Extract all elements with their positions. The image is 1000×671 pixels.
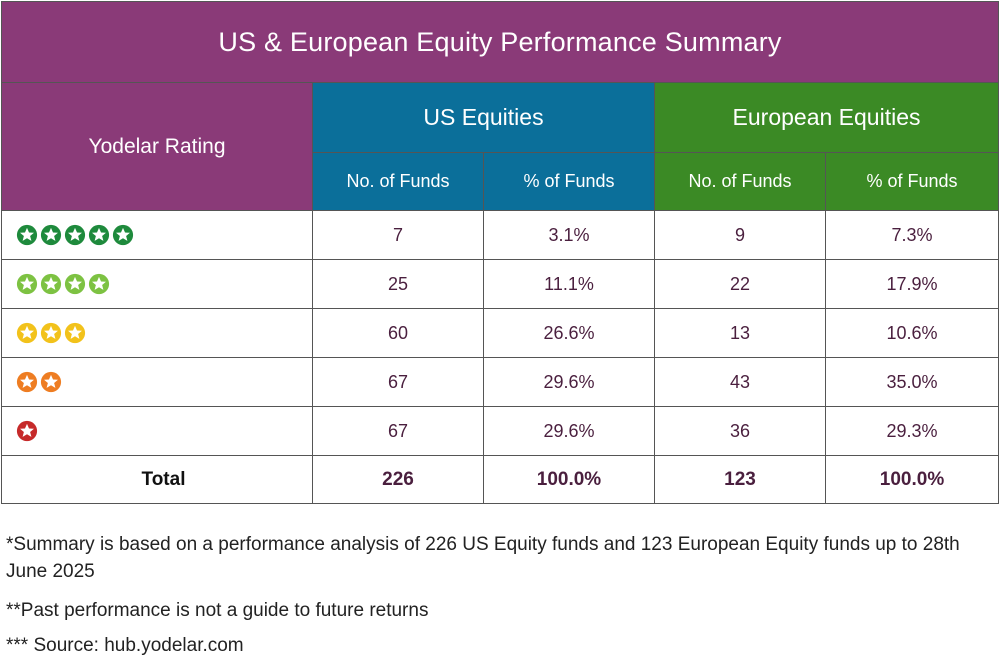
footnote-past-performance: **Past performance is not a guide to fut… [6, 600, 429, 621]
eu-no-funds-cell: 36 [654, 406, 826, 456]
us-pct-funds-cell: 29.6% [483, 357, 655, 407]
table-row: 60 26.6% 13 10.6% [1, 308, 1000, 358]
us-no-funds-cell: 60 [312, 308, 484, 358]
yellow-star-icon [16, 322, 38, 344]
rating-cell [1, 406, 313, 456]
us-pct-funds-cell: 29.6% [483, 406, 655, 456]
rating-cell [1, 210, 313, 260]
green-star-icon [112, 224, 134, 246]
table-row: 25 11.1% 22 17.9% [1, 259, 1000, 309]
light-green-star-icon [40, 273, 62, 295]
total-row: Total 226 100.0% 123 100.0% [1, 455, 1000, 504]
yellow-star-icon [64, 322, 86, 344]
footnote-summary: *Summary is based on a performance analy… [6, 534, 960, 582]
green-star-icon [40, 224, 62, 246]
eu-pct-funds-cell: 29.3% [824, 406, 1000, 456]
table-row: 67 29.6% 36 29.3% [1, 406, 1000, 456]
rating-cell [1, 259, 313, 309]
us-no-funds-header: No. of Funds [312, 152, 484, 211]
us-pct-funds-cell: 3.1% [483, 210, 655, 260]
total-us-no: 226 [312, 455, 484, 504]
eu-pct-funds-cell: 10.6% [824, 308, 1000, 358]
light-green-star-icon [16, 273, 38, 295]
eu-pct-funds-cell: 17.9% [824, 259, 1000, 309]
table-title: US & European Equity Performance Summary [0, 1, 1000, 83]
footnotes: *Summary is based on a performance analy… [6, 531, 996, 671]
eu-pct-funds-cell: 7.3% [824, 210, 1000, 260]
total-eu-no: 123 [654, 455, 826, 504]
orange-star-icon [40, 371, 62, 393]
yellow-star-icon [40, 322, 62, 344]
us-pct-funds-cell: 26.6% [483, 308, 655, 358]
rating-cell [1, 308, 313, 358]
rating-cell [1, 357, 313, 407]
us-pct-funds-header: % of Funds [483, 152, 655, 211]
total-us-pct: 100.0% [483, 455, 655, 504]
star-rating [16, 420, 312, 442]
eu-pct-funds-cell: 35.0% [824, 357, 1000, 407]
european-equities-header: European Equities [653, 82, 1000, 153]
eu-pct-funds-header: % of Funds [824, 152, 1000, 211]
footnote-source: *** Source: hub.yodelar.com [6, 635, 244, 656]
total-eu-pct: 100.0% [824, 455, 1000, 504]
star-rating [16, 322, 312, 344]
green-star-icon [16, 224, 38, 246]
rating-column-header: Yodelar Rating [1, 82, 313, 211]
orange-star-icon [16, 371, 38, 393]
us-no-funds-cell: 67 [312, 357, 484, 407]
us-equities-header: US Equities [312, 82, 655, 153]
table-row: 7 3.1% 9 7.3% [1, 210, 1000, 260]
eu-no-funds-cell: 43 [654, 357, 826, 407]
total-label: Total [1, 455, 313, 504]
star-rating [16, 273, 312, 295]
table-row: 67 29.6% 43 35.0% [1, 357, 1000, 407]
eu-no-funds-cell: 13 [654, 308, 826, 358]
us-no-funds-cell: 7 [312, 210, 484, 260]
light-green-star-icon [88, 273, 110, 295]
eu-no-funds-cell: 9 [654, 210, 826, 260]
performance-table: US & European Equity Performance Summary… [0, 1, 1000, 504]
star-rating [16, 224, 312, 246]
light-green-star-icon [64, 273, 86, 295]
red-star-icon [16, 420, 38, 442]
star-rating [16, 371, 312, 393]
us-no-funds-cell: 25 [312, 259, 484, 309]
green-star-icon [64, 224, 86, 246]
eu-no-funds-cell: 22 [654, 259, 826, 309]
us-pct-funds-cell: 11.1% [483, 259, 655, 309]
eu-no-funds-header: No. of Funds [654, 152, 826, 211]
us-no-funds-cell: 67 [312, 406, 484, 456]
green-star-icon [88, 224, 110, 246]
